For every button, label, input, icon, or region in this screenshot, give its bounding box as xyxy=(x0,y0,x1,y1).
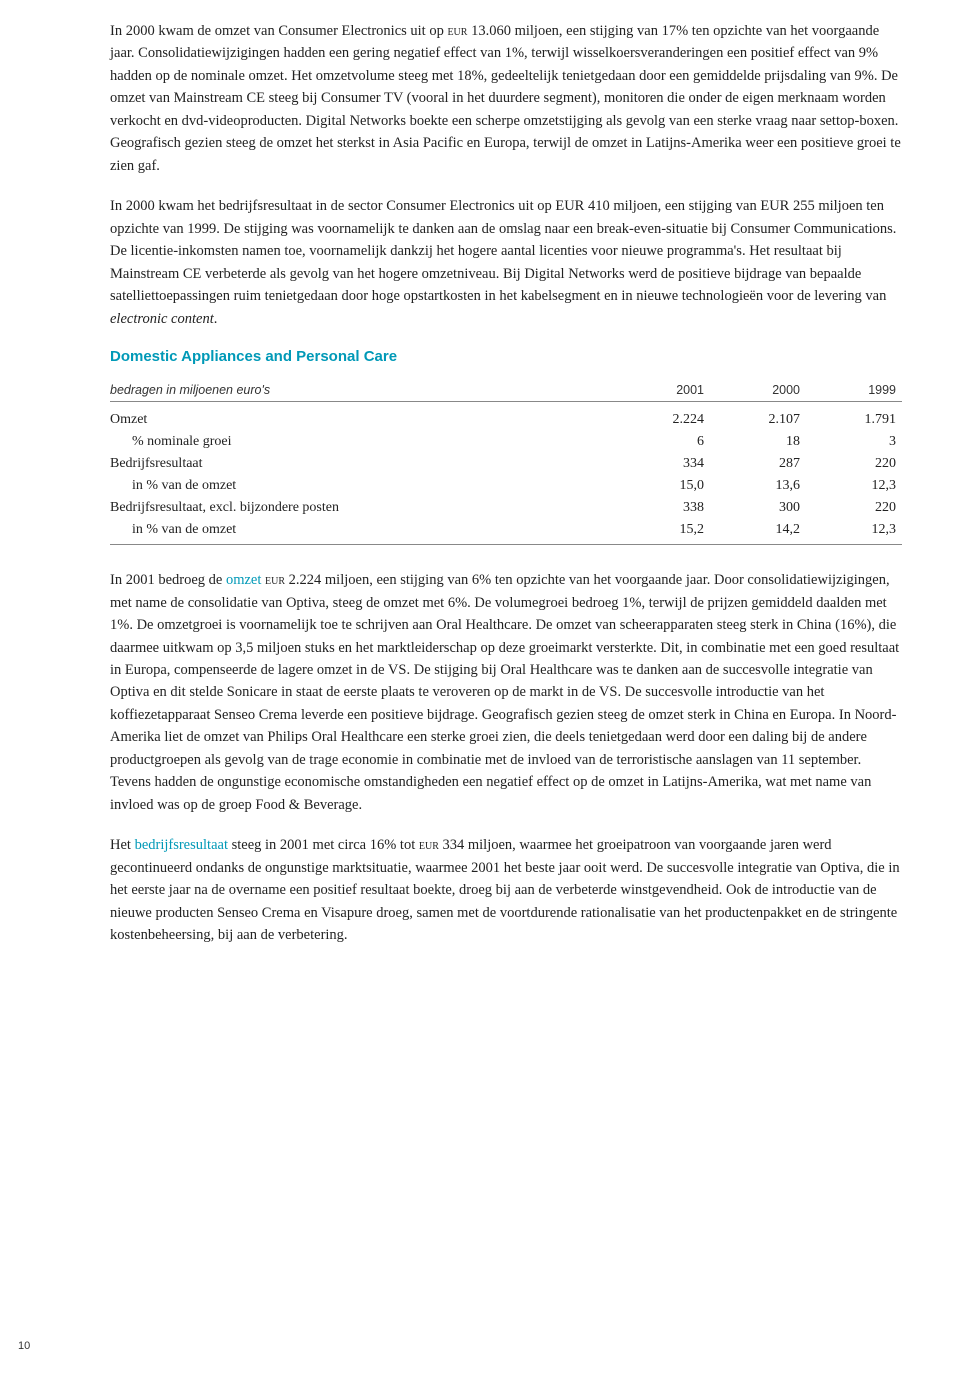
table-cell-value: 3 xyxy=(806,431,902,453)
table-cell-value: 6 xyxy=(614,431,710,453)
table-row: Bedrijfsresultaat, excl. bijzondere post… xyxy=(110,497,902,519)
table-cell-value: 300 xyxy=(710,497,806,519)
table-row-label: in % van de omzet xyxy=(110,475,614,497)
table-cell-value: 18 xyxy=(710,431,806,453)
table-caption: bedragen in miljoenen euro's xyxy=(110,379,614,402)
table-row: in % van de omzet15,013,612,3 xyxy=(110,475,902,497)
table-row-label: Bedrijfsresultaat, excl. bijzondere post… xyxy=(110,497,614,519)
table-cell-value: 2.107 xyxy=(710,402,806,432)
paragraph-2: In 2000 kwam het bedrijfsresultaat in de… xyxy=(110,195,902,330)
table-col-year: 1999 xyxy=(806,379,902,402)
table-col-year: 2000 xyxy=(710,379,806,402)
table-cell-value: 13,6 xyxy=(710,475,806,497)
text-span: Het xyxy=(110,837,135,853)
paragraph-4: Het bedrijfsresultaat steeg in 2001 met … xyxy=(110,834,902,946)
document-page: In 2000 kwam de omzet van Consumer Elect… xyxy=(0,0,960,1005)
table-body: Omzet2.2242.1071.791% nominale groei6183… xyxy=(110,402,902,545)
table-col-year: 2001 xyxy=(614,379,710,402)
table-row: % nominale groei6183 xyxy=(110,431,902,453)
highlight-omzet: omzet xyxy=(226,572,261,588)
table-cell-value: 334 xyxy=(614,453,710,475)
page-number: 10 xyxy=(18,1340,30,1352)
table-row-label: Omzet xyxy=(110,402,614,432)
table-cell-value: 287 xyxy=(710,453,806,475)
table-cell-value: 15,2 xyxy=(614,519,710,545)
table-row: Omzet2.2242.1071.791 xyxy=(110,402,902,432)
table-cell-value: 1.791 xyxy=(806,402,902,432)
table-row: in % van de omzet15,214,212,3 xyxy=(110,519,902,545)
table-row: Bedrijfsresultaat334287220 xyxy=(110,453,902,475)
table-row-label: in % van de omzet xyxy=(110,519,614,545)
table-cell-value: 12,3 xyxy=(806,475,902,497)
financial-table: bedragen in miljoenen euro's 2001 2000 1… xyxy=(110,379,902,545)
table-cell-value: 2.224 xyxy=(614,402,710,432)
text-span: In 2001 bedroeg de xyxy=(110,572,226,588)
table-cell-value: 12,3 xyxy=(806,519,902,545)
table-row-label: Bedrijfsresultaat xyxy=(110,453,614,475)
table-row-label: % nominale groei xyxy=(110,431,614,453)
table-cell-value: 338 xyxy=(614,497,710,519)
text-span: steeg in 2001 met circa 16% tot eur 334 … xyxy=(110,837,900,943)
table-cell-value: 14,2 xyxy=(710,519,806,545)
table-cell-value: 220 xyxy=(806,497,902,519)
paragraph-1: In 2000 kwam de omzet van Consumer Elect… xyxy=(110,20,902,177)
table-cell-value: 220 xyxy=(806,453,902,475)
table-cell-value: 15,0 xyxy=(614,475,710,497)
highlight-bedrijfsresultaat: bedrijfsresultaat xyxy=(135,837,228,853)
paragraph-3: In 2001 bedroeg de omzet eur 2.224 miljo… xyxy=(110,569,902,816)
text-span: eur 2.224 miljoen, een stijging van 6% t… xyxy=(110,572,899,813)
section-heading-dap: Domestic Appliances and Personal Care xyxy=(110,348,902,365)
